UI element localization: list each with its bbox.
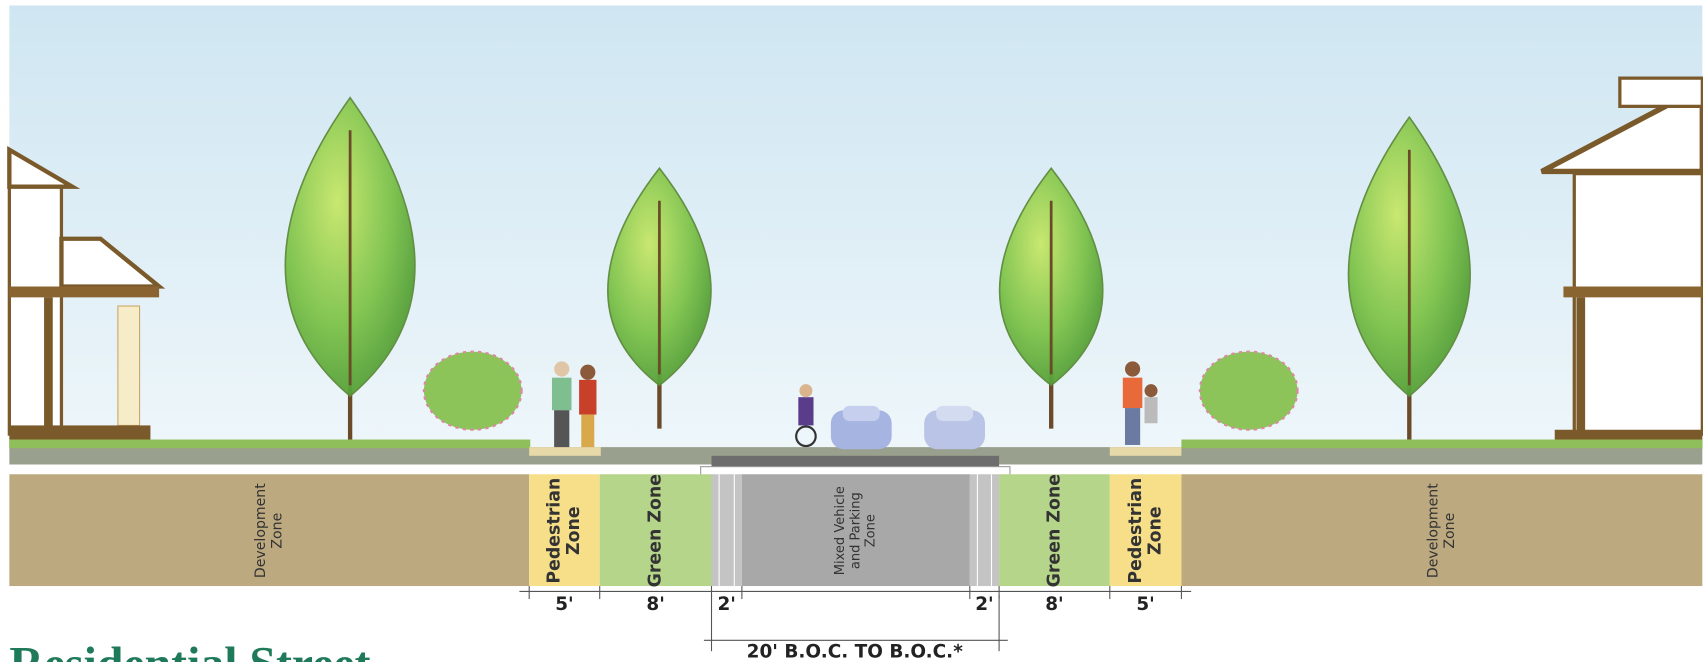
dim-label: 5' [555, 594, 573, 615]
street-section: DevelopmentZonePedestrianZoneGreen ZoneM… [0, 0, 1703, 662]
dim-label: 2' [975, 594, 993, 615]
shrub [424, 352, 522, 430]
zone-label: Mixed Vehicle [833, 486, 848, 575]
zone-label: Pedestrian [545, 478, 565, 584]
dimensions: 5' 8' 2' 2' 8' 5' 20' B.O.C. TO B.O.C.* [519, 586, 1191, 662]
zone-label: Zone [1442, 513, 1458, 549]
zone-label: Pedestrian [1126, 478, 1146, 584]
curb-strip [712, 474, 742, 586]
curb-strip [970, 474, 999, 586]
dim-label: 8' [646, 594, 664, 615]
zone-label: Development [1426, 483, 1442, 578]
zone-label: Zone [269, 513, 285, 549]
dim-label: 8' [1045, 594, 1063, 615]
zone-label: Green Zone [646, 474, 666, 587]
page-title: Residential Street [9, 637, 370, 662]
total-dim-label: 20' B.O.C. TO B.O.C.* [747, 642, 964, 662]
zone-label: Zone [1145, 506, 1165, 555]
zone-label: Zone [864, 514, 879, 547]
zone-label: Zone [564, 506, 584, 555]
zone-label: and Parking [848, 492, 863, 569]
zone-label: Development [253, 483, 269, 578]
shrub [1200, 352, 1298, 430]
dim-label: 2' [717, 594, 735, 615]
dim-label: 5' [1136, 594, 1154, 615]
zone-label: Green Zone [1044, 474, 1064, 587]
